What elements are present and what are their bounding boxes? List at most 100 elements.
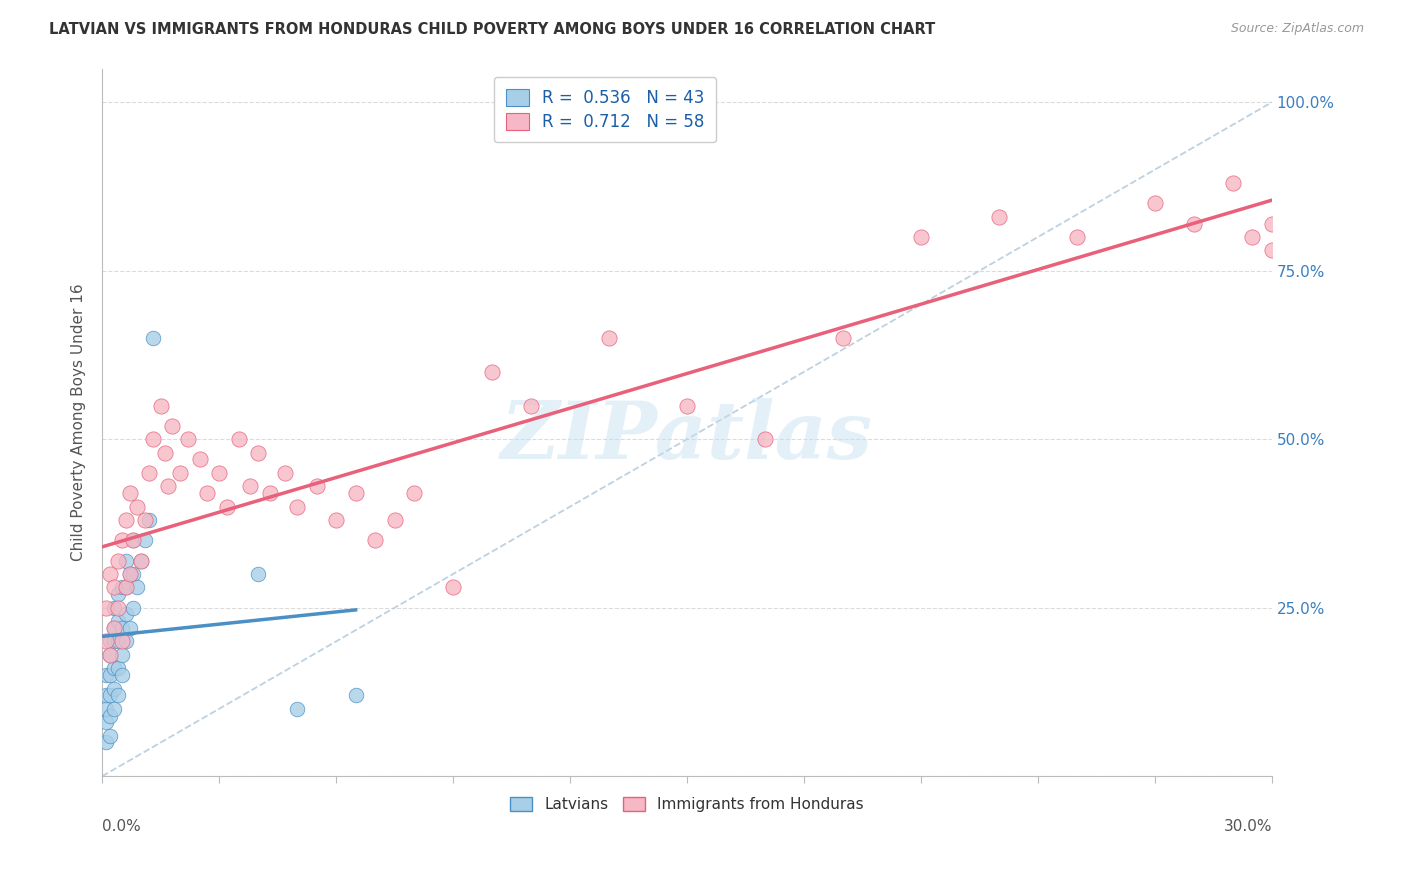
- Point: [107, 600, 129, 615]
- Point: [114, 553, 136, 567]
- Point: [228, 432, 250, 446]
- Text: LATVIAN VS IMMIGRANTS FROM HONDURAS CHILD POVERTY AMONG BOYS UNDER 16 CORRELATIO: LATVIAN VS IMMIGRANTS FROM HONDURAS CHIL…: [49, 22, 935, 37]
- Point: [274, 466, 297, 480]
- Point: [1143, 196, 1166, 211]
- Point: [481, 365, 503, 379]
- Text: 30.0%: 30.0%: [1223, 819, 1272, 834]
- Point: [122, 566, 145, 581]
- Point: [103, 634, 125, 648]
- Point: [98, 668, 121, 682]
- Point: [988, 210, 1011, 224]
- Point: [122, 533, 145, 548]
- Point: [94, 600, 117, 615]
- Point: [103, 621, 125, 635]
- Point: [103, 681, 125, 696]
- Point: [169, 466, 191, 480]
- Y-axis label: Child Poverty Among Boys Under 16: Child Poverty Among Boys Under 16: [72, 284, 86, 561]
- Point: [129, 553, 152, 567]
- Point: [520, 399, 543, 413]
- Point: [118, 566, 141, 581]
- Point: [404, 486, 426, 500]
- Point: [138, 466, 160, 480]
- Point: [344, 486, 367, 500]
- Point: [285, 500, 308, 514]
- Point: [107, 661, 129, 675]
- Text: 0.0%: 0.0%: [103, 819, 141, 834]
- Point: [1241, 230, 1264, 244]
- Point: [107, 614, 129, 628]
- Point: [129, 553, 152, 567]
- Point: [142, 432, 165, 446]
- Point: [103, 621, 125, 635]
- Point: [107, 587, 129, 601]
- Point: [107, 688, 129, 702]
- Point: [111, 533, 134, 548]
- Point: [94, 715, 117, 730]
- Point: [162, 418, 184, 433]
- Point: [114, 581, 136, 595]
- Point: [142, 331, 165, 345]
- Point: [94, 688, 117, 702]
- Point: [111, 581, 134, 595]
- Point: [107, 553, 129, 567]
- Point: [364, 533, 387, 548]
- Point: [676, 399, 699, 413]
- Point: [111, 621, 134, 635]
- Text: ZIPatlas: ZIPatlas: [501, 398, 873, 475]
- Point: [118, 566, 141, 581]
- Point: [118, 486, 141, 500]
- Point: [98, 729, 121, 743]
- Point: [98, 708, 121, 723]
- Point: [157, 479, 180, 493]
- Point: [197, 486, 219, 500]
- Point: [94, 634, 117, 648]
- Point: [344, 688, 367, 702]
- Point: [107, 634, 129, 648]
- Point: [118, 621, 141, 635]
- Point: [247, 566, 270, 581]
- Point: [103, 581, 125, 595]
- Point: [103, 600, 125, 615]
- Point: [1261, 244, 1284, 258]
- Point: [103, 702, 125, 716]
- Text: Source: ZipAtlas.com: Source: ZipAtlas.com: [1230, 22, 1364, 36]
- Point: [325, 513, 347, 527]
- Point: [1222, 176, 1244, 190]
- Point: [114, 634, 136, 648]
- Point: [1261, 217, 1284, 231]
- Point: [122, 600, 145, 615]
- Point: [305, 479, 328, 493]
- Point: [98, 688, 121, 702]
- Point: [111, 634, 134, 648]
- Point: [177, 432, 200, 446]
- Point: [384, 513, 406, 527]
- Point: [239, 479, 262, 493]
- Point: [94, 735, 117, 749]
- Point: [215, 500, 238, 514]
- Point: [208, 466, 231, 480]
- Point: [285, 702, 308, 716]
- Point: [98, 648, 121, 662]
- Point: [754, 432, 776, 446]
- Point: [94, 702, 117, 716]
- Point: [98, 566, 121, 581]
- Point: [1182, 217, 1205, 231]
- Point: [134, 533, 156, 548]
- Point: [127, 581, 149, 595]
- Point: [98, 648, 121, 662]
- Point: [149, 399, 172, 413]
- Point: [441, 581, 464, 595]
- Point: [111, 648, 134, 662]
- Point: [832, 331, 855, 345]
- Point: [98, 634, 121, 648]
- Point: [94, 668, 117, 682]
- Point: [122, 533, 145, 548]
- Point: [1066, 230, 1088, 244]
- Point: [138, 513, 160, 527]
- Point: [259, 486, 281, 500]
- Legend: Latvians, Immigrants from Honduras: Latvians, Immigrants from Honduras: [505, 791, 870, 818]
- Point: [134, 513, 156, 527]
- Point: [114, 607, 136, 622]
- Point: [111, 668, 134, 682]
- Point: [247, 445, 270, 459]
